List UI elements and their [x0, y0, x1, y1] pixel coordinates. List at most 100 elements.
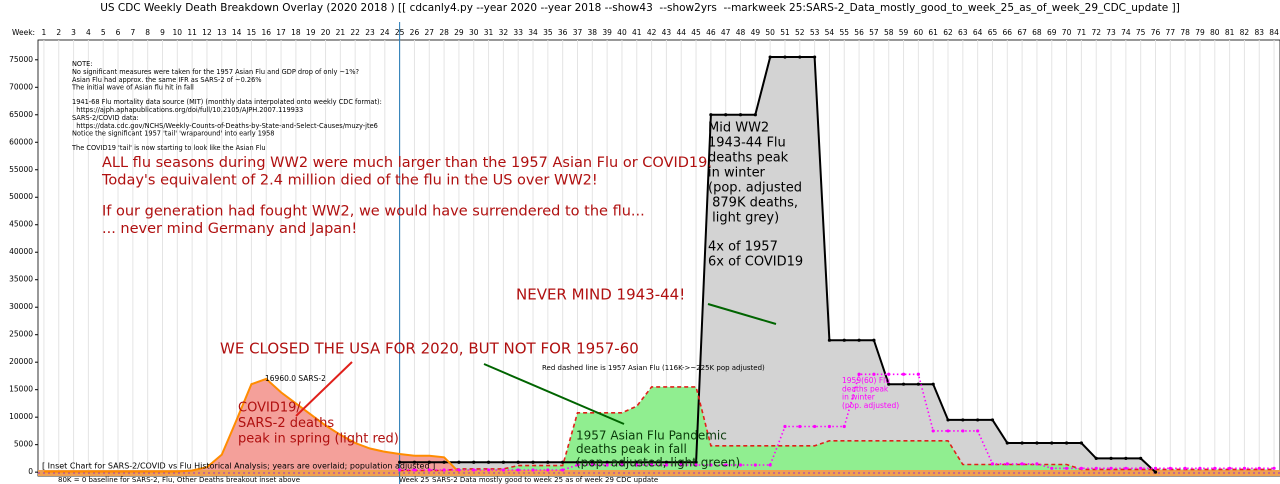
x-tick-label: 68	[1032, 28, 1042, 37]
x-tick-label: 20	[321, 28, 331, 37]
x-tick-label: 62	[943, 28, 953, 37]
point	[1168, 466, 1172, 470]
point	[427, 460, 431, 464]
x-tick-label: 63	[958, 28, 968, 37]
point	[1257, 466, 1261, 470]
point	[1094, 466, 1098, 470]
grid	[35, 40, 1275, 476]
point	[1064, 441, 1069, 445]
point	[916, 382, 920, 386]
point	[842, 338, 846, 342]
point	[798, 55, 802, 59]
x-tick-label: 51	[780, 28, 790, 37]
annotation-line: deaths peak in fall	[576, 442, 687, 456]
point	[561, 460, 565, 464]
point	[1109, 466, 1113, 470]
point	[516, 460, 520, 464]
point	[1050, 441, 1054, 445]
x-axis-label: Week:	[12, 28, 35, 37]
x-tick-label: 81	[1225, 28, 1235, 37]
point	[1213, 466, 1217, 470]
x-tick-label: 2	[56, 28, 61, 37]
point	[427, 468, 431, 472]
arrow	[295, 361, 353, 417]
point	[694, 463, 698, 467]
point	[842, 424, 846, 429]
x-tick-label: 70	[1062, 28, 1072, 37]
point	[1198, 466, 1202, 470]
point	[768, 55, 772, 59]
point	[1005, 462, 1009, 466]
x-tick-label: 69	[1047, 28, 1057, 37]
annotation-line: in winter	[842, 393, 876, 402]
point	[872, 338, 876, 342]
area-fill	[399, 57, 1156, 473]
point	[931, 382, 935, 386]
point	[1153, 470, 1158, 474]
annotation-line: ... never mind Germany and Japan!	[102, 221, 357, 237]
point	[472, 468, 476, 472]
x-tick-label: 11	[187, 28, 197, 37]
areas	[43, 57, 1275, 473]
x-tick-label: 26	[410, 28, 420, 37]
point	[457, 460, 461, 464]
x-tick-label: 27	[425, 28, 435, 37]
x-tick-label: 12	[202, 28, 212, 37]
point	[827, 424, 832, 429]
x-tick-label: 77	[1166, 28, 1176, 37]
x-tick-label: 23	[365, 28, 375, 37]
annotation-line: https://data.cdc.gov/NCHS/Weekly-Counts-…	[72, 122, 378, 130]
point	[442, 460, 446, 464]
annotation-line: The initial wave of Asian flu hit in fal…	[71, 84, 194, 92]
point	[1124, 466, 1128, 470]
annotation-line: NOTE:	[72, 60, 93, 68]
x-tick-label: 54	[825, 28, 835, 37]
series-line	[399, 56, 1157, 473]
annotation-line: Notice the significant 1957 'tail' 'wrap…	[72, 130, 275, 138]
point	[724, 113, 728, 117]
x-tick-label: 32	[499, 28, 509, 37]
annotation-line: Mid WW2	[708, 121, 769, 136]
point	[516, 468, 520, 472]
x-tick-label: 67	[1017, 28, 1027, 37]
point	[813, 55, 817, 59]
y-tick-label: 70000	[9, 82, 33, 91]
x-tick-label: 10	[173, 28, 183, 37]
x-tick-label: 53	[810, 28, 820, 37]
point	[783, 424, 787, 429]
x-tick-label: 55	[839, 28, 849, 37]
x-tick-label: 16	[261, 28, 271, 37]
point	[635, 460, 639, 464]
series-line	[399, 386, 1275, 472]
point	[931, 429, 935, 433]
point	[664, 460, 669, 464]
x-tick-label: 31	[484, 28, 494, 37]
x-tick-label: 41	[632, 28, 642, 37]
point	[738, 113, 743, 117]
annotation-line: SARS-2 deaths	[238, 416, 334, 431]
y-tick-label: 0	[28, 467, 33, 476]
annotations: 1 2 3 4 5 6 7 8 9 10 11 12 13 14 15 16 17 18 19 20 21 22 23 24 2…	[9, 28, 1279, 476]
y-tick-label: 60000	[9, 137, 33, 146]
point	[620, 463, 624, 467]
arrow	[707, 303, 777, 325]
x-tick-label: 45	[691, 28, 701, 37]
annotation-line: 6x of COVID19	[708, 255, 803, 270]
x-tick-label: 73	[1106, 28, 1116, 37]
x-tick-label: 17	[276, 28, 286, 37]
annotation-line: (pop. adjusted	[708, 181, 802, 196]
point	[709, 113, 713, 117]
point	[575, 460, 580, 464]
point	[664, 463, 669, 467]
y-tick-label: 35000	[9, 275, 33, 284]
point	[887, 382, 891, 386]
point	[783, 55, 787, 59]
x-tick-label: 33	[513, 28, 523, 37]
point	[501, 460, 505, 464]
annotation-line: peak in spring (light red)	[238, 432, 399, 447]
x-tick-label: 5	[101, 28, 106, 37]
x-tick-label: 29	[454, 28, 464, 37]
x-tick-label: 42	[647, 28, 657, 37]
point	[605, 460, 609, 464]
